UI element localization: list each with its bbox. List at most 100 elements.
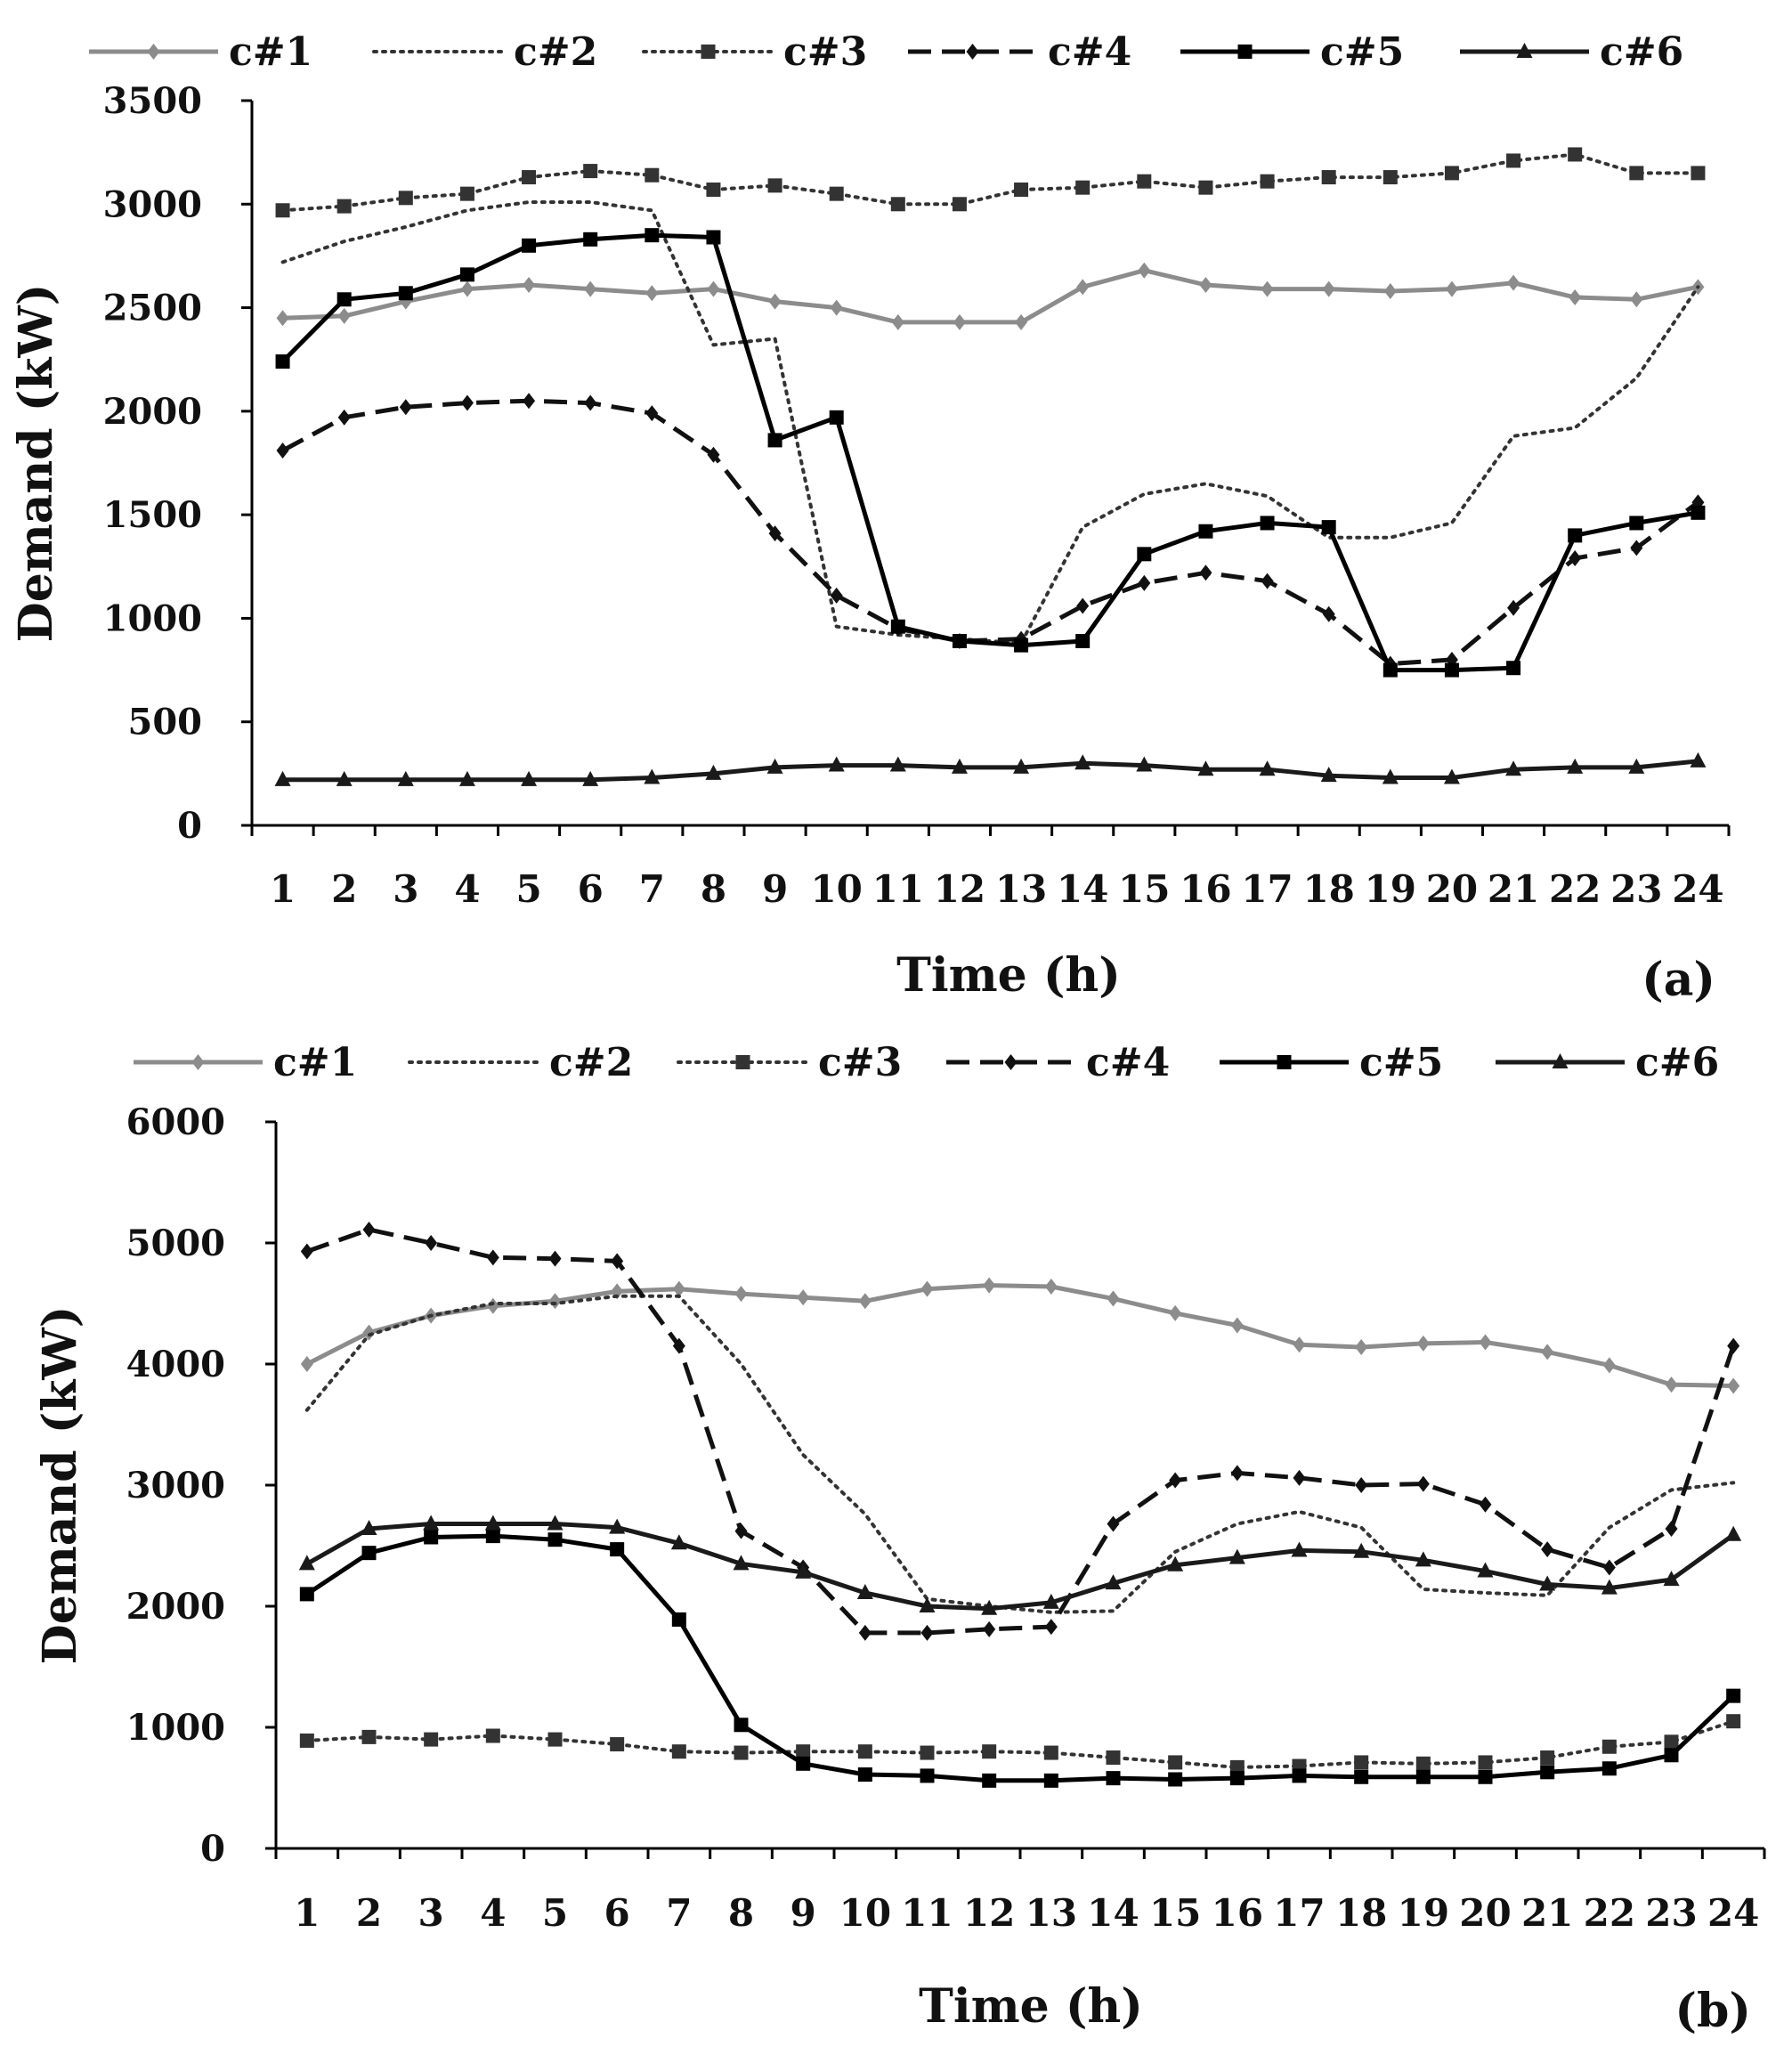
- data-point: [1478, 1755, 1493, 1770]
- x-tick-label: 23: [1645, 1891, 1697, 1935]
- data-point: [1506, 661, 1521, 676]
- data-point: [1444, 662, 1459, 678]
- data-point: [1664, 1734, 1679, 1750]
- data-point: [362, 1324, 376, 1341]
- x-tick-label: 10: [839, 1891, 891, 1935]
- data-point: [460, 394, 474, 411]
- x-tick-label: 23: [1610, 867, 1662, 911]
- data-point: [522, 238, 537, 253]
- data-point: [611, 1253, 624, 1270]
- legend-entry-c#1: c#1: [134, 1040, 357, 1085]
- data-point: [1478, 1769, 1493, 1784]
- legend-entry-c#5: c#5: [1180, 29, 1404, 75]
- data-point: [485, 1529, 500, 1544]
- x-tick-label: 20: [1426, 867, 1478, 911]
- legend-marker: [1004, 1054, 1018, 1070]
- legend-marker: [1277, 1055, 1292, 1069]
- data-point: [1540, 1750, 1555, 1765]
- data-point: [829, 186, 844, 201]
- data-point: [299, 1587, 314, 1602]
- data-point: [300, 1356, 313, 1372]
- data-point: [890, 619, 905, 634]
- x-tick-label: 24: [1707, 1891, 1759, 1935]
- legend-marker: [191, 1054, 205, 1070]
- data-point: [1691, 166, 1706, 181]
- series-line: [280, 152, 1700, 213]
- data-point: [486, 1249, 499, 1266]
- data-point: [1383, 662, 1398, 678]
- data-point: [1691, 505, 1706, 520]
- data-point: [1539, 1575, 1556, 1591]
- legend-entry-c#3: c#3: [642, 29, 867, 75]
- data-point: [1293, 1336, 1306, 1353]
- data-point: [1601, 1739, 1617, 1754]
- x-tick-label: 7: [639, 867, 665, 911]
- data-point: [1043, 1773, 1058, 1788]
- data-point: [458, 770, 475, 786]
- series-line: [305, 1522, 1735, 1612]
- data-point: [645, 285, 659, 302]
- data-point: [1261, 573, 1274, 589]
- y-tick-label: 3000: [126, 1465, 225, 1507]
- data-point: [707, 280, 720, 297]
- x-tick-label: 15: [1149, 1891, 1201, 1935]
- data-point: [1665, 1377, 1678, 1393]
- x-tick-label: 1: [294, 1891, 320, 1935]
- x-tick-label: 13: [1026, 1891, 1077, 1935]
- legend-label: c#1: [229, 29, 312, 75]
- data-point: [1014, 183, 1029, 198]
- data-point: [1292, 1768, 1307, 1783]
- data-point: [1354, 1769, 1369, 1784]
- series-line: [280, 232, 1699, 673]
- data-point: [397, 770, 414, 786]
- series-line: [282, 268, 1699, 325]
- x-tick-label: 3: [393, 867, 418, 911]
- data-point: [1355, 1477, 1368, 1493]
- data-point: [890, 197, 905, 212]
- data-point: [830, 587, 843, 604]
- legend-label: c#5: [1359, 1040, 1443, 1085]
- data-point: [856, 1584, 873, 1600]
- data-point: [734, 1745, 749, 1760]
- data-point: [423, 1515, 440, 1531]
- data-point: [298, 1555, 315, 1571]
- panel-label: (b): [1674, 1984, 1751, 2038]
- data-point: [829, 410, 844, 425]
- data-point: [1383, 282, 1397, 299]
- x-tick-label: 18: [1335, 1891, 1387, 1935]
- data-point: [299, 1733, 314, 1748]
- data-point: [1569, 288, 1582, 305]
- data-point: [1199, 564, 1212, 581]
- data-point: [523, 393, 536, 410]
- x-tick-label: 21: [1488, 867, 1539, 911]
- x-tick-label: 8: [701, 867, 726, 911]
- data-point: [1260, 516, 1275, 531]
- x-tick-label: 17: [1241, 867, 1293, 911]
- legend-label: c#1: [273, 1040, 357, 1085]
- data-point: [275, 203, 290, 218]
- x-tick-label: 14: [1087, 1891, 1139, 1935]
- x-tick-label: 22: [1549, 867, 1601, 911]
- legend-entry-c#6: c#6: [1460, 29, 1683, 75]
- data-point: [460, 280, 474, 297]
- y-tick-label: 6000: [126, 1101, 225, 1143]
- series-line: [281, 398, 1699, 667]
- data-point: [547, 1532, 563, 1547]
- x-tick-label: 9: [791, 1891, 816, 1935]
- data-point: [707, 446, 720, 463]
- data-point: [1629, 516, 1644, 531]
- y-tick-label: 3000: [103, 183, 202, 225]
- data-point: [920, 1280, 934, 1297]
- data-point: [1630, 291, 1643, 308]
- data-point: [733, 1555, 750, 1571]
- data-point: [399, 399, 412, 416]
- data-point: [645, 228, 660, 243]
- data-point: [398, 286, 413, 301]
- data-point: [609, 1518, 626, 1534]
- data-point: [1416, 1335, 1430, 1352]
- data-point: [361, 1546, 377, 1561]
